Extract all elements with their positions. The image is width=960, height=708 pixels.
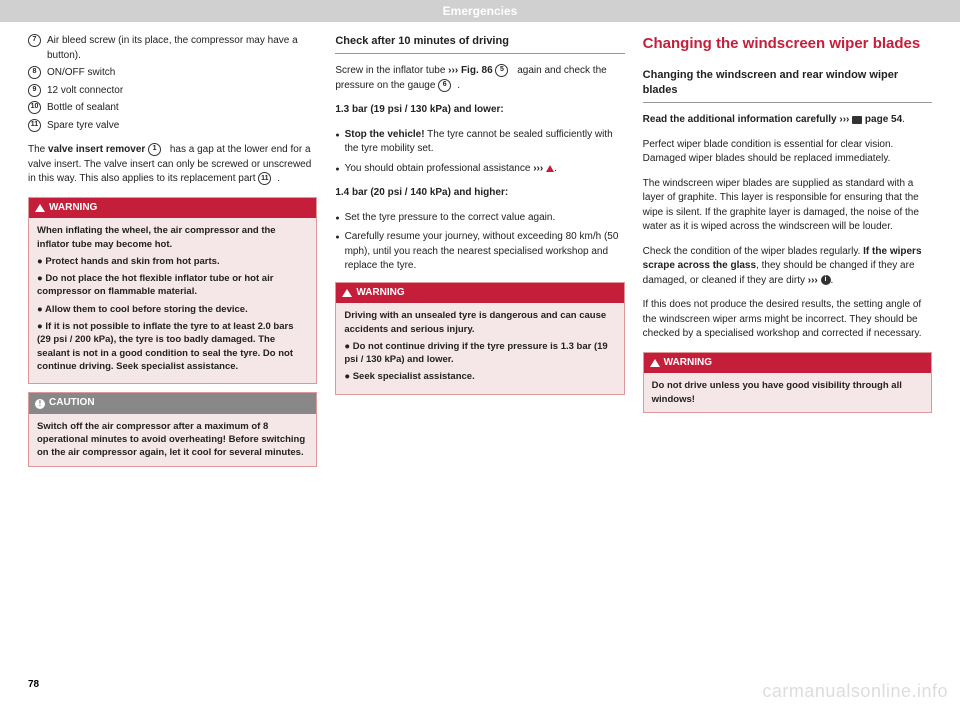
paragraph: Screw in the inflator tube ››› Fig. 86 5… bbox=[335, 64, 624, 93]
list-item: 10 Bottle of sealant bbox=[28, 101, 317, 116]
text: The bbox=[28, 144, 48, 155]
ref-number: 6 bbox=[438, 79, 451, 92]
ref-arrows: ››› bbox=[808, 275, 818, 286]
item-number: 7 bbox=[28, 34, 41, 47]
warning-box: WARNING When inflating the wheel, the ai… bbox=[28, 197, 317, 384]
warning-header: WARNING bbox=[336, 283, 623, 304]
info-ref-icon: i bbox=[821, 275, 831, 285]
text: If it is not possible to inflate the tyr… bbox=[37, 321, 294, 372]
page-ref: page 54 bbox=[865, 114, 902, 125]
sub-heading: 1.3 bar (19 psi / 130 kPa) and lower: bbox=[335, 103, 624, 118]
text: You should obtain professional assistanc… bbox=[345, 163, 534, 174]
list-item: 8 ON/OFF switch bbox=[28, 66, 317, 81]
warning-line: When inflating the wheel, the air compre… bbox=[37, 224, 308, 251]
bullet-line: You should obtain professional assistanc… bbox=[335, 162, 624, 177]
bullet-line: Stop the vehicle! The tyre cannot be sea… bbox=[335, 128, 624, 157]
list-item: 11 Spare tyre valve bbox=[28, 119, 317, 134]
item-number: 11 bbox=[28, 119, 41, 132]
page-columns: 7 Air bleed screw (in its place, the comp… bbox=[0, 34, 960, 475]
item-text: Spare tyre valve bbox=[47, 119, 317, 134]
item-number: 8 bbox=[28, 66, 41, 79]
warning-bullet: ● If it is not possible to inflate the t… bbox=[37, 320, 308, 373]
fig-ref: Fig. 86 bbox=[461, 65, 493, 76]
item-number: 10 bbox=[28, 101, 41, 114]
ref-arrows: ››› bbox=[448, 65, 458, 76]
warning-bullet: ● Seek specialist assistance. bbox=[344, 370, 615, 383]
item-text: 12 volt connector bbox=[47, 84, 317, 99]
column-3: Changing the windscreen wiper blades Cha… bbox=[643, 34, 932, 475]
paragraph: If this does not produce the desired res… bbox=[643, 298, 932, 342]
ref-number: 1 bbox=[148, 143, 161, 156]
warning-header: WARNING bbox=[29, 198, 316, 219]
page-number: 78 bbox=[28, 679, 39, 690]
item-text: ON/OFF switch bbox=[47, 66, 317, 81]
item-text: Air bleed screw (in its place, the compr… bbox=[47, 34, 317, 63]
caution-body: Switch off the air compressor after a ma… bbox=[29, 414, 316, 466]
text-bold: valve insert remover bbox=[48, 144, 145, 155]
item-text: Bottle of sealant bbox=[47, 101, 317, 116]
warning-triangle-icon bbox=[650, 359, 660, 367]
warning-bullet: ● Do not place the hot flexible inflator… bbox=[37, 272, 308, 299]
warning-ref-icon bbox=[546, 165, 554, 172]
caution-header: ! CAUTION bbox=[29, 393, 316, 414]
text: Seek specialist assistance. bbox=[353, 371, 475, 382]
section-heading: Check after 10 minutes of driving bbox=[335, 34, 624, 54]
caution-box: ! CAUTION Switch off the air compressor a… bbox=[28, 392, 317, 466]
caution-title: CAUTION bbox=[49, 396, 95, 411]
section-heading: Changing the windscreen and rear window … bbox=[643, 68, 932, 104]
text-bold: Stop the vehicle! bbox=[345, 129, 425, 140]
ref-number: 11 bbox=[258, 172, 271, 185]
text: Carefully resume your journey, without e… bbox=[345, 230, 625, 274]
column-1: 7 Air bleed screw (in its place, the comp… bbox=[28, 34, 317, 475]
text: Screw in the inflator tube bbox=[335, 65, 448, 76]
paragraph: The windscreen wiper blades are supplied… bbox=[643, 177, 932, 235]
paragraph: The valve insert remover 1 has a gap at … bbox=[28, 143, 317, 187]
warning-box: WARNING Driving with an unsealed tyre is… bbox=[335, 282, 624, 395]
warning-body: Do not drive unless you have good visibi… bbox=[644, 373, 931, 412]
warning-body: Driving with an unsealed tyre is dangero… bbox=[336, 303, 623, 393]
warning-title: WARNING bbox=[356, 286, 404, 301]
warning-box: WARNING Do not drive unless you have goo… bbox=[643, 352, 932, 413]
warning-header: WARNING bbox=[644, 353, 931, 374]
watermark: carmanualsonline.info bbox=[762, 681, 948, 702]
page-header: Emergencies bbox=[0, 0, 960, 22]
main-section-title: Changing the windscreen wiper blades bbox=[643, 34, 932, 54]
text: Protect hands and skin from hot parts. bbox=[45, 256, 219, 267]
ref-arrows: ››› bbox=[839, 114, 849, 125]
list-item: 7 Air bleed screw (in its place, the comp… bbox=[28, 34, 317, 63]
text: Do not continue driving if the tyre pres… bbox=[344, 341, 607, 365]
bullet-line: Carefully resume your journey, without e… bbox=[335, 230, 624, 274]
list-item: 9 12 volt connector bbox=[28, 84, 317, 99]
text: Allow them to cool before storing the de… bbox=[45, 304, 248, 315]
ref-number: 5 bbox=[495, 64, 508, 77]
warning-bullet: ● Protect hands and skin from hot parts. bbox=[37, 255, 308, 268]
item-number: 9 bbox=[28, 84, 41, 97]
warning-bullet: ● Do not continue driving if the tyre pr… bbox=[344, 340, 615, 367]
caution-info-icon: ! bbox=[35, 399, 45, 409]
warning-title: WARNING bbox=[664, 356, 712, 371]
paragraph: Check the condition of the wiper blades … bbox=[643, 245, 932, 289]
text-bold: Read the additional information carefull… bbox=[643, 114, 840, 125]
warning-bullet: ● Allow them to cool before storing the … bbox=[37, 303, 308, 316]
column-2: Check after 10 minutes of driving Screw … bbox=[335, 34, 624, 475]
paragraph: Read the additional information carefull… bbox=[643, 113, 932, 128]
text: Do not place the hot flexible inflator t… bbox=[37, 273, 273, 297]
ref-arrows: ››› bbox=[533, 163, 543, 174]
text: Set the tyre pressure to the correct val… bbox=[345, 211, 556, 226]
sub-heading: 1.4 bar (20 psi / 140 kPa) and higher: bbox=[335, 186, 624, 201]
warning-title: WARNING bbox=[49, 201, 97, 216]
bullet-line: Set the tyre pressure to the correct val… bbox=[335, 211, 624, 226]
paragraph: Perfect wiper blade condition is essenti… bbox=[643, 138, 932, 167]
text: Check the condition of the wiper blades … bbox=[643, 246, 864, 257]
warning-triangle-icon bbox=[342, 289, 352, 297]
book-ref-icon bbox=[852, 116, 862, 124]
warning-body: When inflating the wheel, the air compre… bbox=[29, 218, 316, 383]
warning-triangle-icon bbox=[35, 204, 45, 212]
warning-line: Driving with an unsealed tyre is dangero… bbox=[344, 309, 615, 336]
